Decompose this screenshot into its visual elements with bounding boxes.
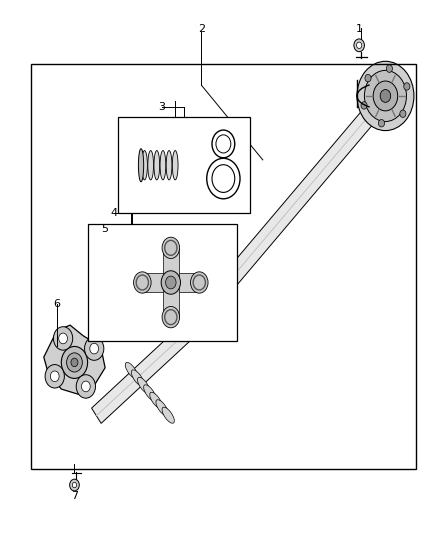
Circle shape — [404, 83, 410, 90]
Circle shape — [354, 39, 364, 52]
Text: 3: 3 — [159, 102, 166, 111]
Bar — [88, 224, 237, 341]
Polygon shape — [163, 282, 179, 317]
Polygon shape — [142, 273, 171, 292]
Text: 7: 7 — [71, 491, 78, 500]
Circle shape — [90, 343, 99, 354]
Circle shape — [357, 61, 414, 131]
Bar — [118, 117, 250, 213]
Ellipse shape — [138, 377, 150, 393]
Text: 2: 2 — [198, 25, 205, 34]
Circle shape — [191, 272, 208, 293]
Polygon shape — [171, 273, 199, 292]
Circle shape — [373, 81, 398, 111]
Text: 4: 4 — [110, 208, 117, 218]
Text: 6: 6 — [53, 299, 60, 309]
Circle shape — [76, 375, 95, 398]
Ellipse shape — [173, 150, 178, 180]
Ellipse shape — [142, 150, 148, 180]
Circle shape — [85, 337, 104, 360]
Circle shape — [162, 306, 180, 328]
Text: 5: 5 — [102, 224, 109, 234]
Circle shape — [59, 333, 67, 344]
Ellipse shape — [138, 149, 144, 182]
Circle shape — [161, 271, 180, 294]
Circle shape — [365, 75, 371, 82]
Ellipse shape — [150, 392, 162, 408]
Circle shape — [378, 119, 385, 127]
Ellipse shape — [148, 150, 154, 180]
Circle shape — [134, 272, 151, 293]
Ellipse shape — [162, 407, 174, 423]
Circle shape — [50, 371, 59, 382]
Circle shape — [53, 327, 73, 350]
Circle shape — [61, 346, 88, 378]
Circle shape — [162, 237, 180, 259]
Circle shape — [67, 353, 82, 372]
Circle shape — [364, 70, 406, 122]
Polygon shape — [44, 325, 105, 394]
Ellipse shape — [125, 362, 138, 378]
Bar — [31, 64, 416, 469]
Polygon shape — [181, 273, 235, 340]
Ellipse shape — [131, 370, 144, 386]
Ellipse shape — [156, 400, 168, 416]
Text: 1: 1 — [356, 25, 363, 34]
Polygon shape — [222, 100, 382, 289]
Circle shape — [204, 301, 217, 317]
Circle shape — [166, 276, 176, 289]
Circle shape — [361, 102, 367, 109]
Circle shape — [71, 358, 78, 367]
Circle shape — [357, 42, 362, 49]
Circle shape — [380, 90, 391, 102]
Ellipse shape — [154, 150, 160, 180]
Circle shape — [45, 365, 64, 388]
Circle shape — [400, 110, 406, 117]
Circle shape — [81, 381, 90, 392]
Circle shape — [72, 482, 77, 488]
Circle shape — [386, 65, 392, 72]
Circle shape — [70, 479, 79, 491]
Polygon shape — [92, 323, 193, 423]
Polygon shape — [163, 248, 179, 282]
Ellipse shape — [166, 150, 172, 180]
Ellipse shape — [144, 385, 156, 401]
Ellipse shape — [160, 150, 166, 180]
Circle shape — [186, 280, 199, 296]
